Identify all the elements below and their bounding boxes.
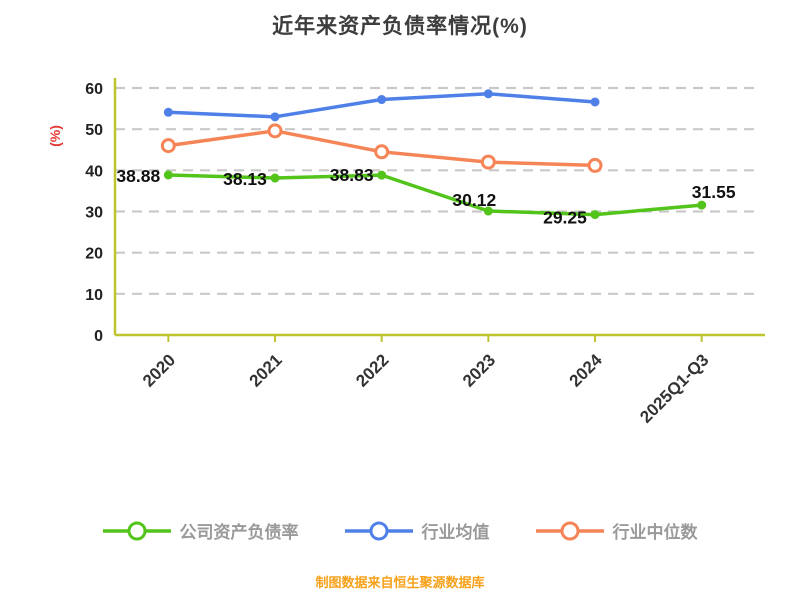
data-point-industry-mean xyxy=(483,89,493,99)
data-point-industry-mean xyxy=(377,95,387,105)
y-tick-label: 0 xyxy=(94,328,103,345)
data-label: 30.12 xyxy=(452,190,496,210)
data-point-company-debt-ratio xyxy=(163,170,173,180)
data-point-industry-median xyxy=(587,157,603,173)
legend-item-company-debt-ratio: 公司资产负债率 xyxy=(102,518,299,543)
data-source-note: 制图数据来自恒生聚源数据库 xyxy=(315,575,485,590)
y-tick-label: 30 xyxy=(85,205,103,222)
data-point-industry-median xyxy=(267,123,283,139)
chart-title: 近年来资产负债率情况(%) xyxy=(272,15,528,38)
data-label: 38.88 xyxy=(116,166,160,186)
x-axis-label: 2020 xyxy=(139,350,179,390)
y-tick-label: 60 xyxy=(85,81,103,98)
legend-marker-industry-mean xyxy=(344,521,413,540)
x-axis-label: 2025Q1-Q3 xyxy=(636,350,712,426)
data-point-company-debt-ratio xyxy=(697,200,707,210)
y-tick-label: 20 xyxy=(85,246,103,263)
data-point-industry-median xyxy=(374,144,390,160)
y-tick-label: 50 xyxy=(85,122,103,139)
x-axis-label: 2023 xyxy=(459,350,499,390)
data-point-industry-mean xyxy=(163,107,173,117)
x-axis-label: 2024 xyxy=(566,350,607,391)
data-point-industry-median xyxy=(160,138,176,154)
line-chart: 0 10 20 30 40 50 60 2020 2021 2022 2023 2024 2025Q1-… xyxy=(85,78,765,427)
x-axis-label: 2022 xyxy=(352,350,392,390)
data-point-industry-median xyxy=(480,154,496,170)
legend-item-industry-median: 行业中位数 xyxy=(535,518,698,543)
legend-label-industry-median: 行业中位数 xyxy=(612,523,698,542)
data-point-company-debt-ratio xyxy=(270,173,280,183)
legend: 公司资产负债率 行业均值 行业中位数 xyxy=(0,518,800,543)
legend-item-industry-mean: 行业均值 xyxy=(344,518,490,543)
legend-marker-industry-median xyxy=(535,521,604,540)
data-label: 29.25 xyxy=(543,208,587,228)
y-tick-label: 40 xyxy=(85,163,103,180)
legend-label-company-debt-ratio: 公司资产负债率 xyxy=(179,523,299,542)
data-point-company-debt-ratio xyxy=(590,210,600,220)
x-axis-label: 2021 xyxy=(246,350,286,390)
data-label: 38.83 xyxy=(330,165,374,185)
data-label: 38.13 xyxy=(223,169,267,189)
series-line-company-debt-ratio xyxy=(166,173,704,217)
data-label: 31.55 xyxy=(692,182,736,202)
legend-label-industry-mean: 行业均值 xyxy=(421,523,490,542)
y-tick-label: 10 xyxy=(85,287,103,304)
legend-marker-company-debt-ratio xyxy=(102,521,171,540)
data-point-industry-mean xyxy=(590,97,600,107)
data-point-industry-mean xyxy=(270,112,280,122)
data-point-company-debt-ratio xyxy=(483,206,493,216)
data-point-company-debt-ratio xyxy=(377,170,387,180)
